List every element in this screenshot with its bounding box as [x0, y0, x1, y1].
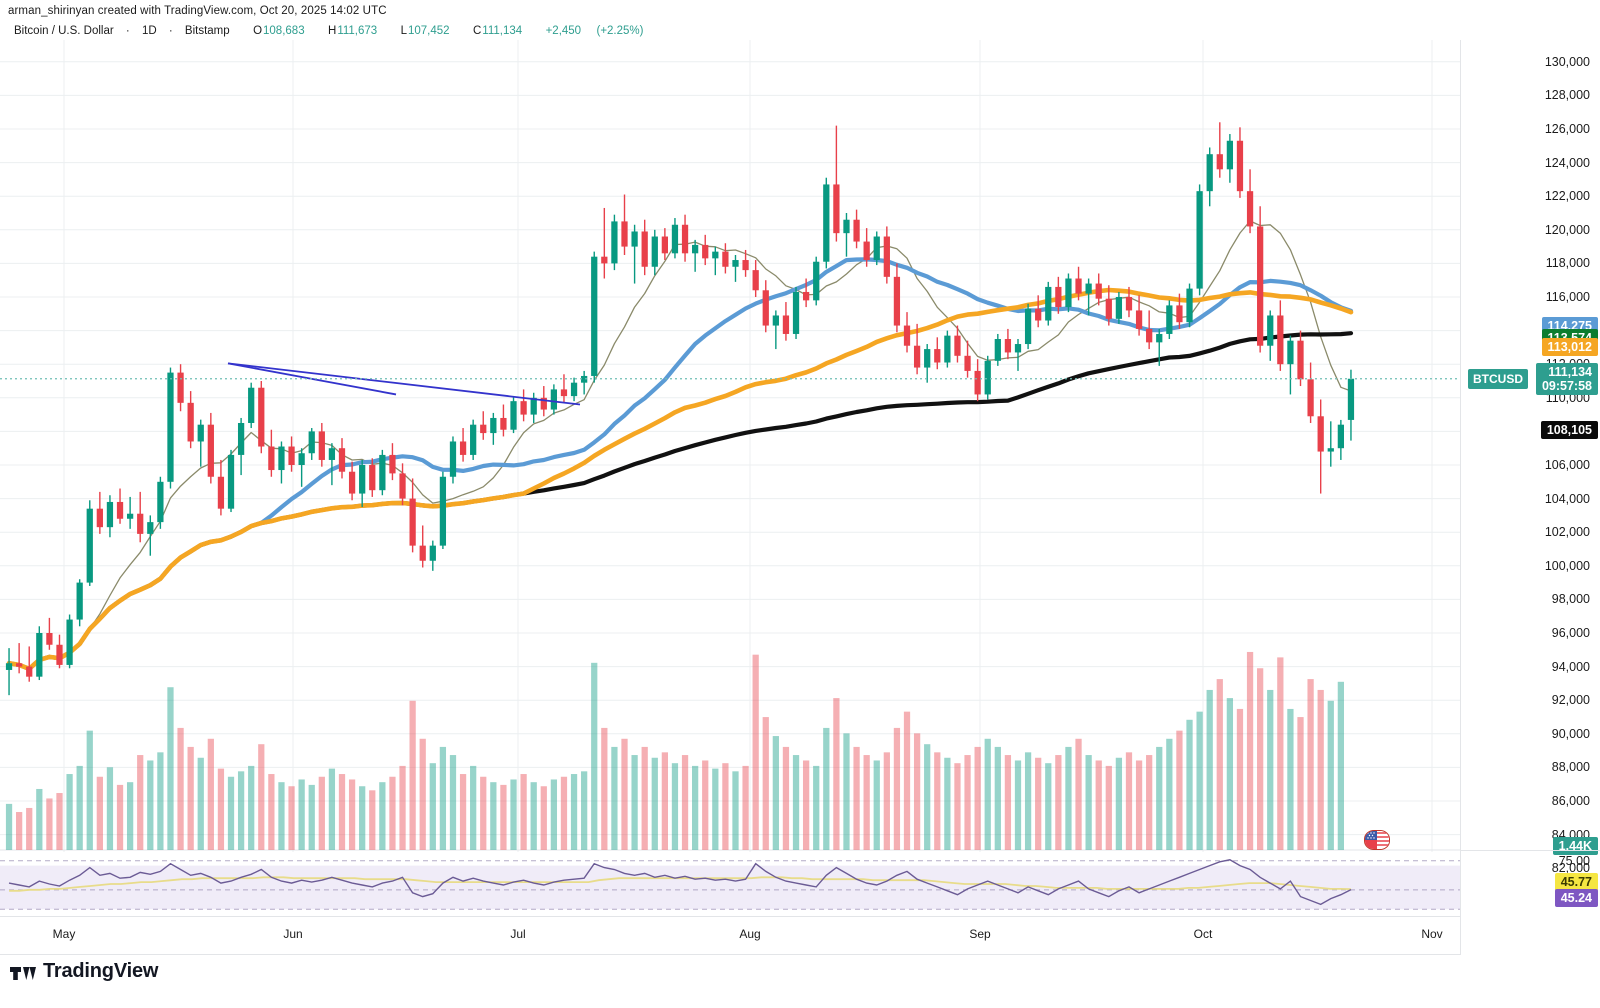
ma-label-black: 108,105: [1540, 420, 1598, 439]
ma-black-line: [6, 331, 1354, 671]
trendline-drawing[interactable]: [227, 362, 581, 406]
price-tick-104000: 104,000: [1544, 491, 1590, 506]
ma-olive-line: [89, 220, 1352, 630]
price-tick-120000: 120,000: [1544, 222, 1590, 237]
price-tick-122000: 122,000: [1544, 189, 1590, 204]
volume-bars: [5, 651, 1344, 850]
price-tick-92000: 92,000: [1551, 693, 1590, 708]
legend-exchange[interactable]: Bitstamp: [184, 25, 230, 37]
legend-high-value: 111,673: [337, 25, 378, 37]
price-tick-82000: 82,000: [1551, 861, 1590, 876]
price-tick-124000: 124,000: [1544, 155, 1590, 170]
rsi-ma-label: 45.77: [1554, 873, 1598, 892]
legend-open-value: 108,683: [263, 25, 305, 37]
tradingview-wordmark: TradingView: [43, 960, 159, 982]
rsi-tick-75: 75.00: [1558, 853, 1590, 868]
price-tick-116000: 116,000: [1545, 290, 1590, 304]
bar-countdown-timer: 09:57:58: [1541, 378, 1592, 393]
time-tick-sep: Sep: [969, 927, 991, 941]
legend-high-label: H: [328, 25, 337, 37]
rsi-pane[interactable]: [0, 859, 1460, 910]
price-axis[interactable]: 130,000 128,000 126,000 124,000 122,000 120,0…: [1460, 40, 1600, 955]
price-tick-100000: 100,000: [1544, 558, 1590, 573]
legend-change-percent: (+2.25%): [596, 25, 644, 37]
ma-orange-line: [6, 287, 1354, 672]
legend-symbol[interactable]: Bitcoin / U.S. Dollar: [14, 25, 114, 37]
price-tick-94000: 94,000: [1551, 659, 1590, 674]
legend-change: +2,450: [545, 25, 582, 37]
legend-sep-2: ·: [168, 25, 173, 37]
country-flag-icon: [1364, 830, 1390, 850]
legend-close-value: 111,134: [482, 25, 523, 37]
price-tick-106000: 106,000: [1544, 458, 1590, 472]
volume-value-label: 1.44K: [1552, 837, 1598, 856]
time-tick-nov: Nov: [1421, 927, 1443, 941]
legend-low-value: 107,452: [408, 25, 450, 37]
legend-low-label: L: [400, 25, 407, 37]
candlesticks: [5, 122, 1355, 696]
price-tick-130000: 130,000: [1544, 54, 1590, 69]
time-tick-may: May: [52, 927, 76, 941]
legend-interval[interactable]: 1D: [141, 25, 157, 37]
legend-close-label: C: [472, 25, 482, 37]
tradingview-mark-icon: [10, 966, 36, 980]
current-price-value: 111,134: [1548, 364, 1592, 379]
price-tick-126000: 126,000: [1544, 122, 1590, 136]
price-tick-90000: 90,000: [1551, 726, 1590, 741]
price-tick-86000: 86,000: [1551, 794, 1590, 808]
price-chart-canvas[interactable]: [0, 40, 1460, 916]
tradingview-logo: TradingView: [10, 960, 158, 983]
ma-label-orange: 113,012: [1541, 338, 1598, 357]
price-tick-98000: 98,000: [1551, 592, 1590, 607]
current-price-label: 111,134 09:57:58: [1535, 362, 1598, 395]
price-tick-96000: 96,000: [1551, 626, 1590, 640]
axis-pane-separator: [1461, 850, 1600, 851]
price-tick-88000: 88,000: [1551, 760, 1590, 775]
time-tick-jul: Jul: [510, 927, 526, 941]
rsi-value-label: 45.24: [1554, 888, 1598, 907]
time-tick-aug: Aug: [739, 927, 761, 941]
legend-open-label: O: [253, 25, 263, 37]
attribution-text: arman_shirinyan created with TradingView…: [8, 5, 387, 17]
price-tick-102000: 102,000: [1544, 525, 1590, 540]
legend-sep-1: ·: [125, 25, 130, 37]
symbol-tag-btcusd: BTCUSD: [1468, 368, 1528, 389]
chart-legend: Bitcoin / U.S. Dollar · 1D · Bitstamp O1…: [14, 25, 644, 37]
price-tick-128000: 128,000: [1544, 88, 1590, 103]
price-tick-118000: 118,000: [1545, 256, 1590, 271]
time-axis[interactable]: May Jun Jul Aug Sep Oct Nov: [0, 916, 1460, 955]
time-tick-jun: Jun: [283, 927, 303, 941]
time-tick-oct: Oct: [1193, 927, 1213, 941]
